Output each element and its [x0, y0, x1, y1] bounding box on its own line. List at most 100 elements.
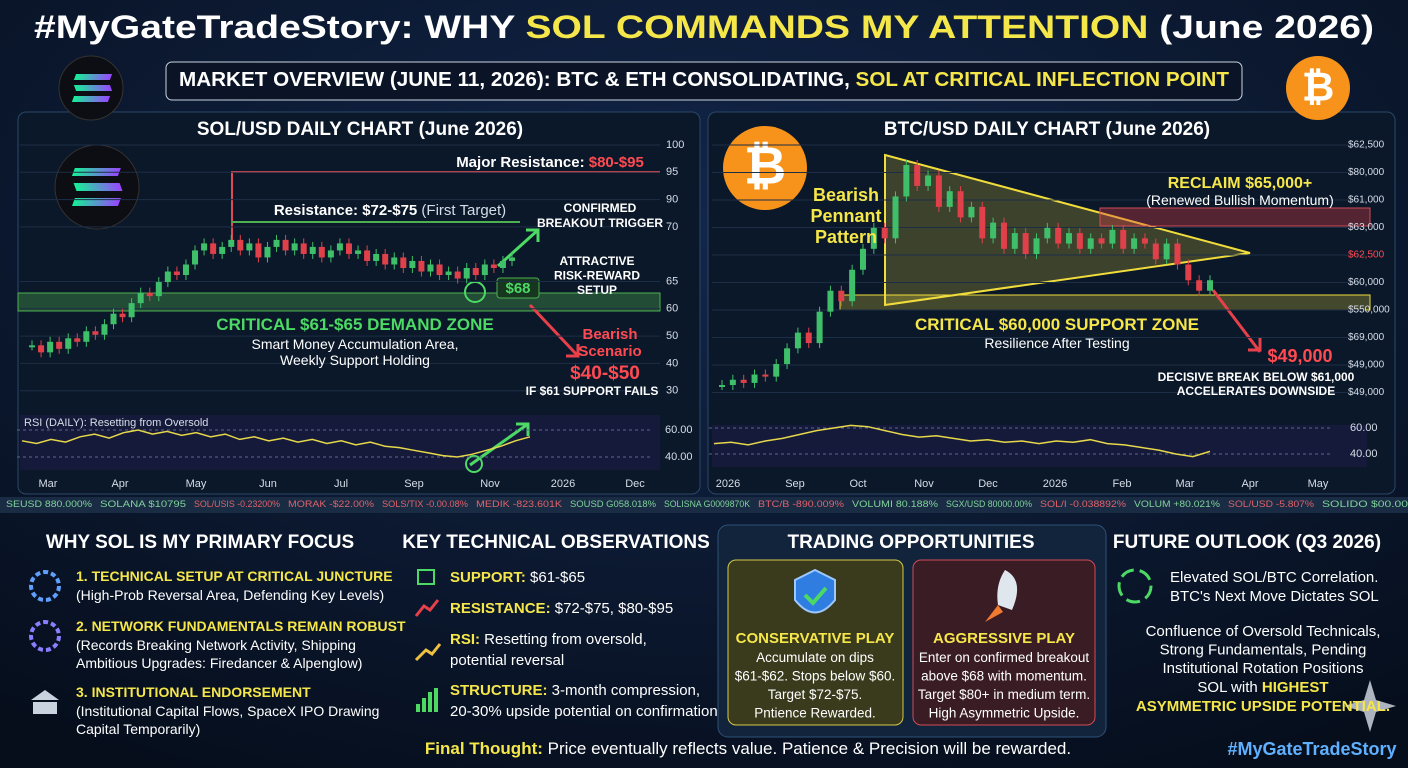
- focus-item-text: Capital Temporarily): [76, 721, 200, 737]
- candle: [1055, 227, 1062, 244]
- btc-logo-top: [1286, 56, 1350, 120]
- rsi-tick-label: 60.00: [1350, 422, 1378, 434]
- card-text-part: Target $72-$75.: [768, 687, 863, 702]
- outlook-title-part: FUTURE OUTLOOK (Q3 2026): [1113, 532, 1381, 553]
- bearish-condition: IF $61 SUPPORT FAILS: [526, 384, 659, 398]
- bearish-label: Bearish: [582, 326, 637, 343]
- focus-item-title: 2. NETWORK FUNDAMENTALS REMAIN ROBUST: [76, 618, 406, 634]
- setup-note: RISK-REWARD: [554, 269, 640, 283]
- observation-text-part: RSI:: [450, 631, 480, 648]
- title-part: SOL COMMANDS MY ATTENTION: [526, 9, 1149, 45]
- candle: [192, 250, 199, 265]
- demand-zone-label-part: CRITICAL $61-$65 DEMAND ZONE: [216, 315, 493, 334]
- subtitle-box: [165, 61, 1243, 101]
- candle: [173, 271, 180, 276]
- candle: [740, 379, 747, 383]
- ticker-item-part: MORAK -$22.00%: [288, 499, 374, 509]
- ticker-item-part: SOLANA $10795: [100, 499, 186, 509]
- icons: [29, 568, 1396, 732]
- y-tick-label: $49,000: [1348, 387, 1385, 398]
- y-tick-label: 60: [666, 303, 678, 315]
- candle: [137, 292, 144, 304]
- candle: [881, 227, 888, 239]
- candle: [472, 268, 479, 276]
- pennant-label-part: Bearish: [813, 185, 879, 205]
- reclaim-label-part: RECLAIM $65,000+: [1168, 175, 1313, 192]
- x-tick-label: Dec: [625, 478, 645, 490]
- ticker-item-part: SOUSD G058.018%: [570, 499, 656, 509]
- candle: [164, 271, 171, 283]
- ticker-item-part: VOLUMI 80.188%: [852, 499, 938, 509]
- outlook-summary-part: Strong Fundamentals, Pending: [1160, 641, 1367, 658]
- ticker-item-part: SOL/USIS -0.23200%: [194, 499, 280, 509]
- entry-label-part: $68: [505, 280, 530, 297]
- ticker-item: SOL/USD -5.807%: [1228, 499, 1314, 509]
- sol-chart-title-part: SOL/USD DAILY CHART (June 2026): [197, 119, 523, 140]
- candle: [92, 331, 99, 335]
- candle: [903, 165, 910, 197]
- reclaim-note: (Renewed Bullish Momentum): [1146, 192, 1334, 208]
- x-tick-label: 2026: [1043, 478, 1067, 490]
- break-note-part: DECISIVE BREAK BELOW $61,000: [1158, 370, 1355, 384]
- candle: [291, 243, 298, 251]
- break-note: DECISIVE BREAK BELOW $61,000: [1158, 370, 1355, 384]
- outlook-highlight-end: ASYMMETRIC UPSIDE POTENTIAL.: [1136, 698, 1390, 715]
- card-text: Target $80+ in medium term.: [918, 687, 1090, 702]
- rsi-tick-label: 60.00: [665, 424, 693, 436]
- card-title: AGGRESSIVE PLAY: [933, 630, 1075, 647]
- observation-text-part: $72-$75, $80-$95: [551, 600, 674, 617]
- support-zone-label-part: CRITICAL $60,000 SUPPORT ZONE: [915, 315, 1199, 334]
- breakout-arrow: [496, 228, 540, 268]
- y-tick-label: 40: [666, 357, 678, 369]
- resistance-part: Resistance: $72-$75: [274, 202, 417, 219]
- candle: [946, 191, 953, 207]
- ticker-item-part: MEDIK -823.601K: [476, 499, 562, 509]
- pennant-label-part: Pennant: [810, 206, 881, 226]
- candle: [1120, 229, 1127, 249]
- x-tick-label: Sep: [785, 478, 805, 490]
- break-note: ACCELERATES DOWNSIDE: [1177, 384, 1335, 398]
- focus-item-title-part: 3. INSTITUTIONAL ENDORSEMENT: [76, 684, 311, 700]
- observations-title: KEY TECHNICAL OBSERVATIONS: [402, 532, 710, 553]
- btc-rsi-band: [712, 425, 1367, 467]
- candle: [400, 257, 407, 268]
- candle: [719, 385, 725, 387]
- candle: [870, 227, 877, 249]
- setup-note-part: RISK-REWARD: [554, 269, 640, 283]
- focus-item-title: 1. TECHNICAL SETUP AT CRITICAL JUNCTURE: [76, 568, 393, 584]
- hashtag-part: #MyGateTradeStory: [1227, 739, 1396, 759]
- candle: [273, 239, 280, 247]
- pennant-label-part: Pattern: [815, 227, 877, 247]
- candle: [1152, 243, 1159, 260]
- btc-chart-title-part: BTC/USD DAILY CHART (June 2026): [884, 119, 1210, 140]
- candle: [373, 253, 380, 261]
- candle: [773, 364, 780, 377]
- candle: [445, 271, 452, 276]
- y-tick-label: $62,500: [1348, 140, 1385, 151]
- candle: [762, 374, 769, 377]
- breakout-note-part: BREAKOUT TRIGGER: [537, 216, 663, 230]
- x-tick-label: 2026: [551, 478, 575, 490]
- final-thought-part: Final Thought:: [425, 739, 543, 758]
- rsi-label: RSI (DAILY): Resetting from Oversold: [24, 417, 208, 429]
- focus-title: WHY SOL IS MY PRIMARY FOCUS: [46, 532, 354, 553]
- candle: [1185, 264, 1192, 281]
- y-tick-label: 100: [666, 139, 684, 151]
- card-text: Enter on confirmed breakout: [919, 650, 1090, 665]
- y-tick-label: $60,000: [1348, 277, 1385, 288]
- bearish-label-part: Bearish: [582, 326, 637, 343]
- setup-note: SETUP: [577, 283, 617, 297]
- bearish-target: $40-$50: [570, 363, 640, 384]
- y-tick-label: 90: [666, 194, 678, 206]
- entry-box: [496, 277, 540, 299]
- sol-rsi-band: [20, 415, 660, 470]
- candle: [300, 243, 307, 254]
- btc-bearish-arrow: [1211, 289, 1262, 353]
- ticker-item: VOLUMI 80.188%: [852, 499, 938, 509]
- focus-item-text-part: (Institutional Capital Flows, SpaceX IPO…: [76, 703, 379, 719]
- rsi-line: [713, 424, 1211, 458]
- btc-chart-title: BTC/USD DAILY CHART (June 2026): [884, 119, 1210, 140]
- ticker-item: MEDIK -823.601K: [476, 499, 562, 509]
- card-title-part: CONSERVATIVE PLAY: [736, 630, 895, 647]
- subtitle-part: MARKET OVERVIEW (JUNE 11, 2026): BTC & E…: [179, 69, 856, 91]
